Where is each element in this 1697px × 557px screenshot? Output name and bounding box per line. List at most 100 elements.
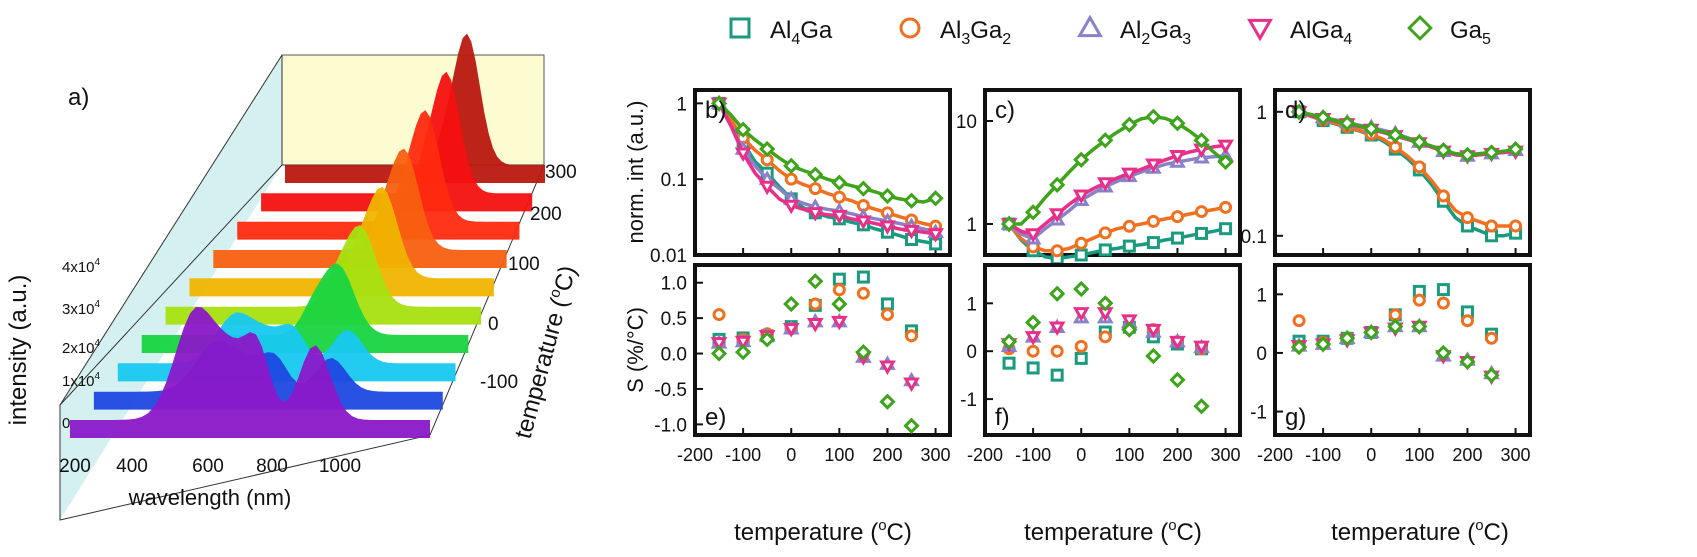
data-point: [1217, 153, 1234, 171]
data-point: [1120, 314, 1138, 329]
data-point: [856, 270, 870, 284]
series-Ga5: [710, 273, 920, 434]
data-point: [1169, 115, 1186, 132]
y-tick-label: 1: [676, 94, 687, 115]
data-point: [1122, 239, 1136, 253]
data-point: [1146, 236, 1160, 250]
data-point: [832, 190, 846, 204]
waterfall-spectrum: [261, 71, 533, 212]
series-line-Ga5: [717, 102, 937, 204]
y-axis-label: intensity (a.u.): [5, 275, 32, 426]
data-point: [1121, 116, 1138, 133]
panel-d: 0.1 1 d): [1241, 88, 1532, 257]
data-point: [856, 286, 870, 300]
data-point: [1339, 330, 1356, 347]
y-tick-label: 3x104: [62, 299, 101, 318]
data-point: [1387, 318, 1404, 335]
y-tick-label: 1.0: [661, 274, 687, 295]
x-tick-label: 100: [1114, 445, 1144, 465]
data-point: [1049, 176, 1066, 193]
data-point: [1026, 361, 1040, 375]
data-point: [1483, 144, 1500, 161]
data-point: [808, 297, 822, 311]
legend-label-Al3Ga2: Al3Ga2: [940, 17, 1011, 48]
series-line-Ga5: [1298, 110, 1516, 157]
data-point: [831, 174, 848, 191]
series-line-Al3Ga2: [717, 102, 936, 228]
x-tick-label: 0: [1366, 445, 1376, 465]
data-point: [879, 187, 896, 205]
data-point: [832, 283, 846, 297]
y-tick-label: 1: [966, 215, 977, 236]
data-point: [1049, 285, 1066, 302]
data-point: [784, 172, 798, 186]
y-tick-label: 0: [966, 342, 977, 363]
series-Ga5: [1000, 108, 1234, 233]
x-tick-label: 300: [1501, 445, 1531, 465]
plot-frame: [693, 88, 952, 257]
data-point: [1024, 314, 1042, 331]
data-point: [1026, 344, 1040, 358]
series-Al3Ga2: [1002, 200, 1233, 258]
data-point: [1098, 243, 1112, 257]
data-point: [1436, 283, 1450, 297]
data-point: [1459, 353, 1476, 370]
plot-frame: [693, 263, 952, 437]
panel-a-letter: a): [68, 84, 89, 111]
data-point: [1074, 236, 1088, 250]
data-point: [1412, 160, 1426, 174]
legend-label-Ga5: Ga5: [1450, 17, 1491, 48]
x-tick-label: 400: [116, 456, 148, 477]
x-tick-label: -200: [677, 445, 713, 465]
data-point: [1073, 280, 1090, 298]
data-point: [832, 272, 846, 286]
legend-label-Al4Ga: Al4Ga: [770, 17, 833, 48]
series-AlGa4: [710, 97, 944, 243]
legend-label-Al2Ga3: Al2Ga3: [1120, 17, 1191, 48]
data-point: [1193, 132, 1210, 149]
data-point: [1314, 109, 1332, 126]
data-point: [759, 140, 776, 158]
data-point: [1387, 126, 1404, 144]
y-tick-label: -1: [960, 390, 977, 411]
data-point: [1146, 214, 1160, 228]
data-point: [1145, 108, 1162, 125]
data-point: [710, 95, 728, 112]
waterfall-spectrum: [237, 110, 520, 240]
x-axis-label: temperature (oC): [1024, 517, 1202, 546]
data-point: [903, 377, 920, 393]
y-tick-label: -0.5: [654, 380, 687, 401]
waterfall-spectrum: [213, 148, 507, 268]
data-point: [927, 228, 944, 243]
x-tick-label: -100: [1015, 445, 1051, 465]
y-tick-label: -1.0: [654, 415, 687, 436]
series-line-Al3Ga2: [1298, 110, 1516, 228]
z-tick-label: 100: [508, 254, 540, 275]
series-line-Ga5: [1009, 114, 1227, 226]
legend: Al4Ga Al3Ga2 Al2Ga3 AlGa4 Ga5: [729, 14, 1491, 48]
data-point: [1074, 339, 1088, 353]
data-point: [1098, 226, 1112, 240]
data-point: [1460, 314, 1474, 328]
data-point: [1195, 205, 1209, 219]
data-point: [1121, 321, 1138, 338]
x-tick-label: 0: [1076, 445, 1086, 465]
y-tick-label: 1: [966, 294, 977, 315]
y-tick-label: 1x104: [62, 371, 101, 390]
data-point: [1000, 215, 1018, 233]
legend-marker-Al3Ga2: [899, 17, 921, 39]
data-point: [1411, 318, 1428, 335]
panel-letter: d): [1285, 97, 1306, 124]
y-tick-label: 0.5: [661, 309, 687, 330]
data-point: [807, 166, 824, 183]
y-tick-label: 0: [62, 415, 70, 432]
y-tick-label: 0.1: [1241, 227, 1267, 248]
data-point: [1122, 219, 1136, 233]
data-point: [1170, 210, 1184, 224]
data-point: [830, 209, 848, 225]
data-point: [1363, 120, 1380, 137]
x-tick-label: -100: [725, 445, 761, 465]
data-point: [1290, 103, 1308, 120]
data-point: [1024, 204, 1042, 221]
